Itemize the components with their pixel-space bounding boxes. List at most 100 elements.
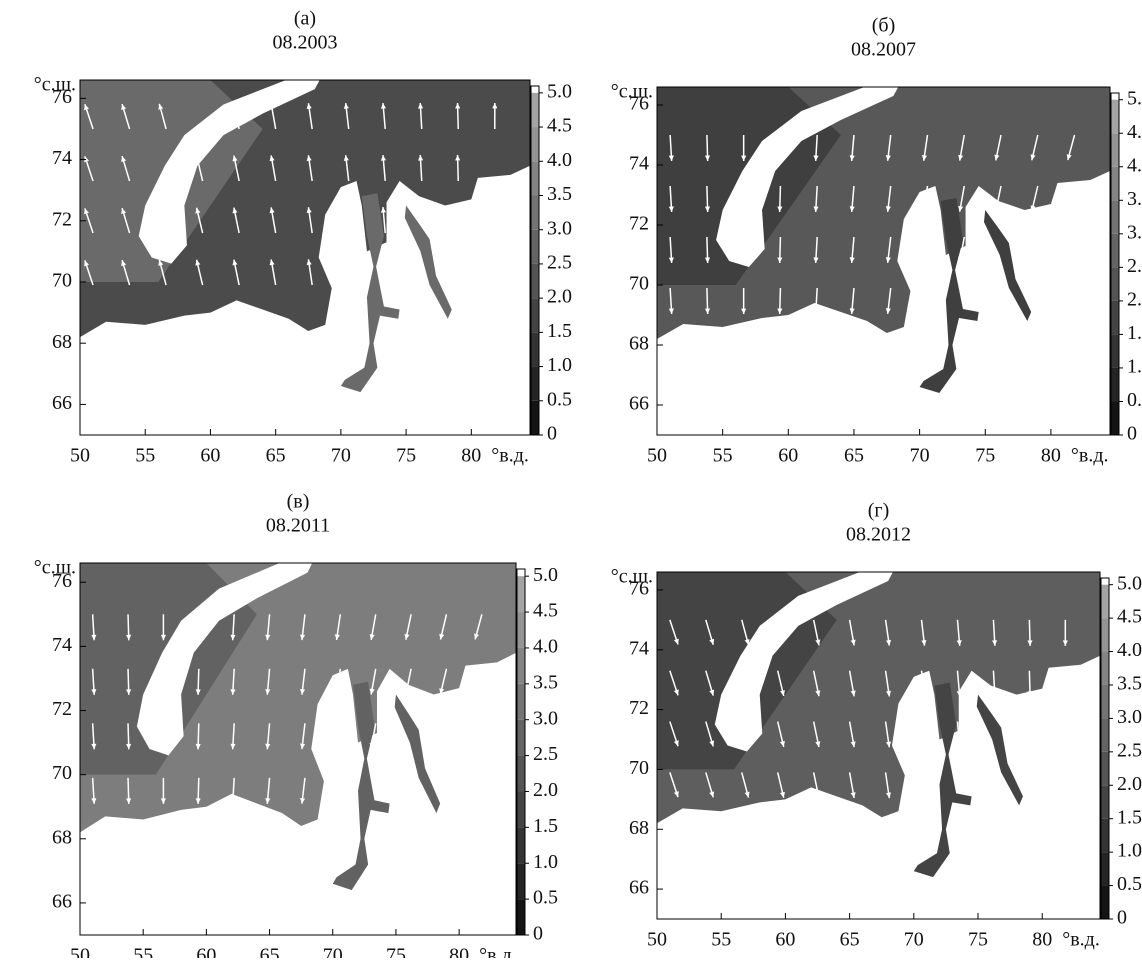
y-tick-label: 72 bbox=[52, 208, 72, 230]
colorbar-band bbox=[517, 899, 525, 935]
colorbar-tick-label: 2.0 bbox=[547, 286, 572, 308]
colorbar-tick-label: 0.5 bbox=[1117, 873, 1142, 895]
colorbar-tick-label: 1.5 bbox=[533, 815, 558, 837]
x-tick-label: 60 bbox=[778, 445, 798, 467]
colorbar-band bbox=[1101, 886, 1109, 919]
x-tick-label: 50 bbox=[647, 445, 667, 467]
colorbar-tick-label: 0.5 bbox=[1127, 389, 1142, 411]
x-tick-label: 65 bbox=[266, 445, 286, 467]
colorbar-band bbox=[531, 298, 539, 332]
colorbar-tick-label: 5.0 bbox=[533, 564, 558, 586]
x-tick-label: 65 bbox=[844, 445, 864, 467]
colorbar-band bbox=[531, 367, 539, 401]
x-tick-label: 70 bbox=[904, 929, 924, 951]
colorbar-band bbox=[1111, 334, 1119, 368]
x-tick-label: 80 bbox=[449, 945, 469, 958]
panel-date: 08.2012 bbox=[846, 524, 911, 546]
x-axis-unit: °в.д. bbox=[1071, 445, 1109, 467]
y-tick-label: 70 bbox=[629, 273, 649, 295]
x-tick-label: 65 bbox=[260, 945, 280, 958]
colorbar-tick-label: 0.5 bbox=[547, 388, 572, 410]
colorbar-band bbox=[1101, 718, 1109, 751]
y-axis-unit: °с.ш. bbox=[34, 74, 76, 96]
y-axis-unit: °с.ш. bbox=[611, 81, 653, 103]
colorbar-tick-label: 4.0 bbox=[1127, 154, 1142, 176]
colorbar-band bbox=[517, 684, 525, 720]
colorbar-tick-label: 3.0 bbox=[533, 707, 558, 729]
colorbar-tick-label: 2.0 bbox=[533, 779, 558, 801]
x-tick-label: 55 bbox=[135, 445, 155, 467]
map bbox=[80, 74, 530, 466]
x-tick-label: 60 bbox=[775, 929, 795, 951]
colorbar-band bbox=[1111, 267, 1119, 301]
y-tick-label: 66 bbox=[52, 891, 72, 913]
colorbar-band bbox=[531, 264, 539, 298]
y-tick-label: 70 bbox=[629, 757, 649, 779]
x-tick-label: 55 bbox=[133, 945, 153, 958]
colorbar-band bbox=[1101, 585, 1109, 618]
colorbar-tick-label: 0 bbox=[547, 423, 557, 445]
x-tick-label: 70 bbox=[910, 445, 930, 467]
x-tick-label: 50 bbox=[70, 445, 90, 467]
x-tick-label: 50 bbox=[647, 929, 667, 951]
colorbar-tick-label: 4.0 bbox=[547, 149, 572, 171]
colorbar-tick-label: 4.5 bbox=[533, 600, 558, 622]
colorbar-tick-label: 1.5 bbox=[1117, 806, 1142, 828]
figure: (а)08.200350556065707580666870727476°в.д… bbox=[0, 0, 1142, 958]
x-tick-label: 55 bbox=[711, 929, 731, 951]
x-tick-label: 60 bbox=[196, 945, 216, 958]
panel-label: (г) bbox=[868, 500, 890, 522]
colorbar-tick-label: 3.0 bbox=[547, 217, 572, 239]
colorbar-band bbox=[517, 827, 525, 863]
colorbar-tick-label: 2.5 bbox=[547, 252, 572, 274]
colorbar-band bbox=[1111, 401, 1119, 435]
x-tick-label: 80 bbox=[461, 445, 481, 467]
colorbar-tick-label: 1.5 bbox=[1127, 322, 1142, 344]
y-tick-label: 72 bbox=[629, 213, 649, 235]
x-axis-unit: °в.д. bbox=[479, 945, 517, 958]
colorbar-band bbox=[531, 195, 539, 229]
x-axis-unit: °в.д. bbox=[491, 445, 529, 467]
x-tick-label: 75 bbox=[386, 945, 406, 958]
x-tick-label: 55 bbox=[713, 445, 733, 467]
y-tick-label: 68 bbox=[52, 826, 72, 848]
colorbar-tick-label: 2.0 bbox=[1117, 773, 1142, 795]
y-tick-label: 72 bbox=[52, 698, 72, 720]
colorbar-tick-label: 4.5 bbox=[1127, 121, 1142, 143]
x-tick-label: 70 bbox=[323, 945, 343, 958]
colorbar-band bbox=[517, 863, 525, 899]
colorbar-band bbox=[1101, 852, 1109, 885]
x-tick-label: 50 bbox=[70, 945, 90, 958]
colorbar-tick-label: 3.5 bbox=[1117, 673, 1142, 695]
colorbar-tick-label: 0.5 bbox=[533, 887, 558, 909]
colorbar-tick-label: 0 bbox=[533, 923, 543, 945]
y-tick-label: 70 bbox=[52, 270, 72, 292]
colorbar-tick-label: 4.0 bbox=[1117, 639, 1142, 661]
panel-date: 08.2007 bbox=[851, 39, 916, 61]
y-tick-label: 74 bbox=[52, 634, 72, 656]
colorbar-band bbox=[1111, 234, 1119, 268]
y-tick-label: 66 bbox=[52, 392, 72, 414]
colorbar-band bbox=[517, 791, 525, 827]
y-tick-label: 68 bbox=[629, 333, 649, 355]
panel-label: (а) bbox=[294, 8, 316, 30]
y-axis-unit: °с.ш. bbox=[611, 566, 653, 588]
y-tick-label: 74 bbox=[629, 153, 649, 175]
colorbar-band bbox=[1111, 368, 1119, 402]
map bbox=[657, 81, 1110, 465]
colorbar-band bbox=[1111, 100, 1119, 134]
colorbar-band bbox=[531, 93, 539, 127]
colorbar-tick-label: 1.0 bbox=[1117, 840, 1142, 862]
x-tick-label: 80 bbox=[1041, 445, 1061, 467]
colorbar-band bbox=[1111, 133, 1119, 167]
colorbar-band bbox=[1101, 652, 1109, 685]
colorbar-tick-label: 3.5 bbox=[547, 183, 572, 205]
colorbar-tick-label: 1.5 bbox=[547, 320, 572, 342]
y-tick-label: 68 bbox=[52, 331, 72, 353]
colorbar-tick-label: 2.0 bbox=[1127, 288, 1142, 310]
panel-date: 08.2011 bbox=[266, 515, 330, 537]
y-tick-label: 74 bbox=[629, 637, 649, 659]
